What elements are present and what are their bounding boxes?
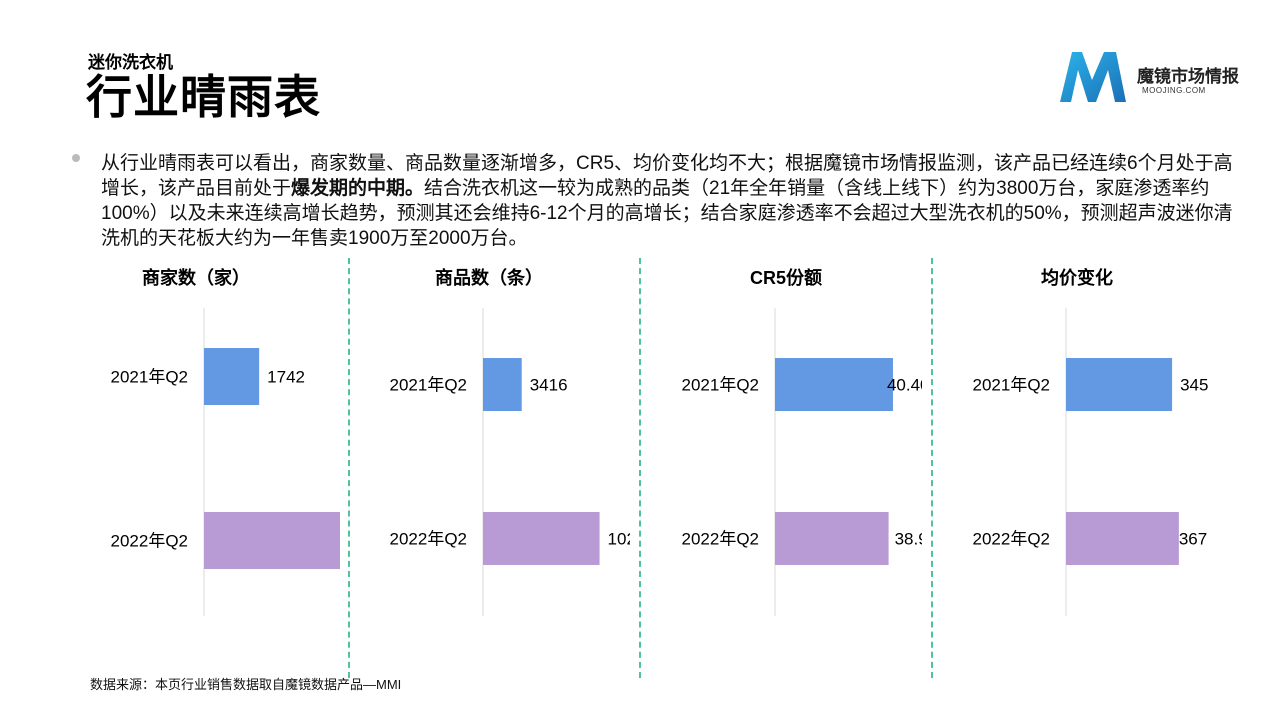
- page-subtitle: 迷你洗衣机: [88, 53, 173, 72]
- data-label: 1742: [267, 368, 305, 387]
- category-label: 2021年Q2: [390, 376, 468, 395]
- data-label: 3416: [530, 376, 568, 395]
- category-label: 2022年Q2: [682, 530, 760, 549]
- chart-title-merchants: 商家数（家）: [142, 268, 250, 288]
- category-label: 2021年Q2: [682, 376, 760, 395]
- summary-text-bold: 爆发期的中期。: [291, 178, 425, 199]
- bar-1: [204, 512, 340, 569]
- bar-1: [483, 512, 600, 565]
- category-label: 2022年Q2: [390, 530, 468, 549]
- page-title: 行业晴雨表: [86, 71, 321, 123]
- chart-title-products: 商品数（条）: [435, 268, 543, 288]
- data-label: 40.40%: [887, 376, 922, 395]
- chart-title-cr5: CR5份额: [749, 268, 822, 288]
- logo-name-en: MOOJING.COM: [1142, 86, 1206, 95]
- category-label: 2021年Q2: [111, 368, 189, 387]
- data-label: 345: [1180, 376, 1208, 395]
- category-label: 2022年Q2: [973, 530, 1051, 549]
- chart-cr5: 2021年Q2 40.40% 2022年Q2 38.90%: [682, 308, 922, 616]
- chart-merchants: 2021年Q217422022年Q25303: [111, 308, 340, 616]
- data-label: 10284: [608, 530, 630, 549]
- divider-1: [348, 258, 350, 678]
- chart-avg-price: 2021年Q2 345 2022年Q2 367: [973, 308, 1208, 616]
- bar-0: [1066, 358, 1173, 411]
- brand-logo: 魔镜市场情报 MOOJING.COM: [1058, 46, 1258, 106]
- bar-1: [775, 512, 889, 565]
- bar-0: [204, 348, 260, 405]
- bar-0: [483, 358, 522, 411]
- summary-text-part2: 结合洗衣机这一较为成熟的品类（21年全年销量（含线上线下）约为3800万台，家庭…: [101, 178, 1233, 249]
- data-source-note: 数据来源：本页行业销售数据取自魔镜数据产品—MMI: [90, 677, 402, 692]
- bar-0: [775, 358, 893, 411]
- m-logo-icon: [1060, 52, 1126, 102]
- category-label: 2022年Q2: [111, 532, 189, 551]
- summary-paragraph: 从行业晴雨表可以看出，商家数量、商品数量逐渐增多，CR5、均价变化均不大；根据魔…: [101, 151, 1236, 251]
- divider-3: [931, 258, 933, 678]
- divider-2: [639, 258, 641, 678]
- data-label: 367: [1179, 530, 1207, 549]
- data-label: 38.90%: [895, 530, 922, 549]
- chart-title-avg-price: 均价变化: [1041, 268, 1113, 288]
- summary-text-part1: 从行业晴雨表可以看出，商家数量、商品数量逐渐增多，CR5、均价变化均不大；根据魔…: [101, 153, 1233, 199]
- logo-name-cn: 魔镜市场情报: [1137, 67, 1239, 86]
- chart-products: 2021年Q2 3416 2022年Q2 10284: [390, 308, 630, 616]
- category-label: 2021年Q2: [973, 376, 1051, 395]
- bullet-dot: [72, 154, 80, 162]
- bar-1: [1066, 512, 1179, 565]
